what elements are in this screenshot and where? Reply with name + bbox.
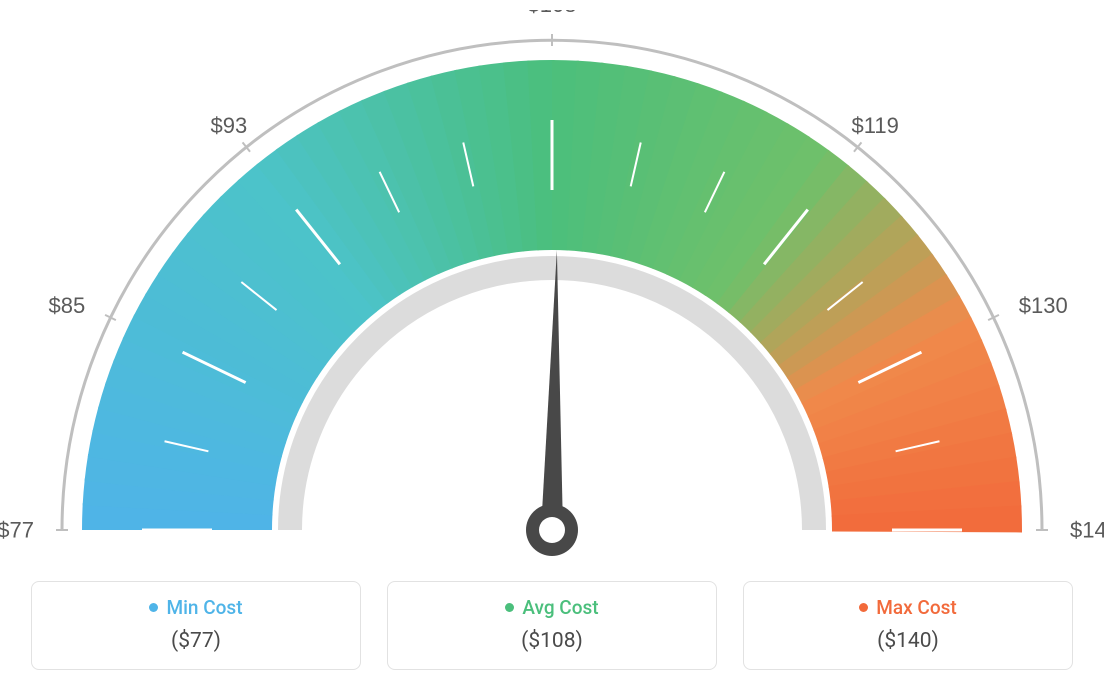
dot-icon-avg bbox=[505, 603, 514, 612]
legend-value-min: ($77) bbox=[42, 629, 350, 653]
legend-row: Min Cost ($77) Avg Cost ($108) Max Cost … bbox=[0, 581, 1104, 670]
gauge-tick-label: $77 bbox=[0, 518, 34, 543]
gauge-tick-label: $93 bbox=[210, 113, 247, 138]
legend-value-avg: ($108) bbox=[398, 629, 706, 653]
gauge-needle bbox=[541, 250, 563, 530]
legend-label-max: Max Cost bbox=[876, 596, 956, 619]
gauge-tick-label: $108 bbox=[528, 10, 577, 17]
legend-card-max: Max Cost ($140) bbox=[743, 581, 1073, 670]
gauge-tick-label: $130 bbox=[1019, 293, 1068, 318]
legend-label-min: Min Cost bbox=[166, 596, 242, 619]
gauge-svg: $77 $85 $93 $108 $119 $130 $140 bbox=[0, 10, 1104, 570]
legend-title-max: Max Cost bbox=[859, 596, 956, 619]
gauge-container: $77 $85 $93 $108 $119 $130 $140 bbox=[0, 0, 1104, 570]
legend-value-max: ($140) bbox=[754, 629, 1062, 653]
gauge-tick-label: $85 bbox=[49, 293, 86, 318]
gauge-tick-label: $119 bbox=[852, 113, 899, 138]
legend-title-min: Min Cost bbox=[149, 596, 242, 619]
legend-card-avg: Avg Cost ($108) bbox=[387, 581, 717, 670]
legend-title-avg: Avg Cost bbox=[505, 596, 598, 619]
gauge-tick-label: $140 bbox=[1070, 518, 1104, 543]
dot-icon-min bbox=[149, 603, 158, 612]
legend-label-avg: Avg Cost bbox=[522, 596, 598, 619]
legend-card-min: Min Cost ($77) bbox=[31, 581, 361, 670]
dot-icon-max bbox=[859, 603, 868, 612]
